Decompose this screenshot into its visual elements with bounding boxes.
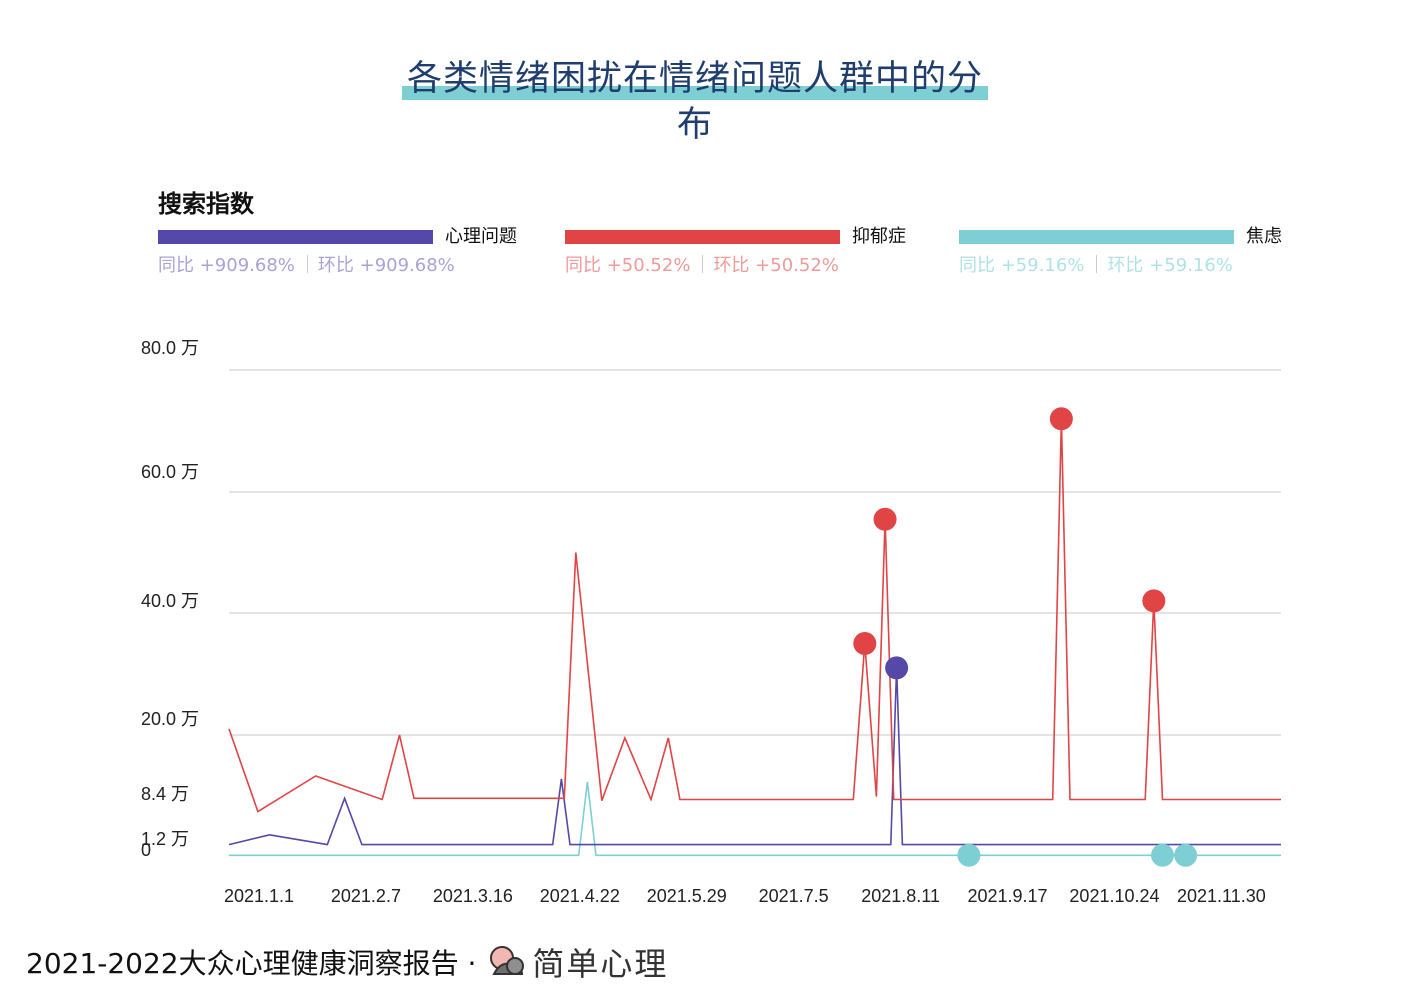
stat-divider (702, 255, 704, 273)
peak-marker (1151, 843, 1175, 867)
x-tick-label: 2021.1.1 (224, 886, 294, 906)
legend-stats: 同比 +59.16% 环比 +59.16% (959, 254, 1233, 278)
chart-title: 各类情绪困扰在情绪问题人群中的分布 (406, 59, 983, 145)
legend-stats: 同比 +50.52% 环比 +50.52% (565, 254, 839, 278)
y-tick-label: 80.0 万 (141, 338, 199, 358)
x-tick-label: 2021.4.22 (540, 886, 620, 906)
peak-marker (853, 632, 877, 655)
peak-marker (1142, 589, 1166, 613)
series-line-2 (229, 781, 1281, 857)
series-line-0 (228, 667, 1281, 846)
section-label: 搜索指数 (158, 190, 254, 218)
peak-marker (1174, 843, 1198, 867)
title-highlight (402, 86, 988, 100)
x-tick-label: 2021.9.17 (967, 886, 1047, 906)
y-tick-label: 20.0 万 (141, 709, 199, 729)
mom-stat: 环比 +59.16% (1107, 255, 1233, 276)
peak-marker (957, 843, 981, 867)
legend-label: 抑郁症 (852, 226, 906, 247)
yoy-stat: 同比 +59.16% (959, 255, 1085, 276)
stat-divider (306, 255, 308, 273)
report-title: 2021-2022大众心理健康洞察报告 · (26, 947, 477, 980)
brand-name: 简单心理 (532, 945, 669, 983)
x-tick-label: 2021.3.16 (433, 886, 513, 906)
legend-label: 心理问题 (445, 226, 517, 247)
y-tick-label: 60.0 万 (141, 462, 199, 482)
footer: 2021-2022大众心理健康洞察报告 · 简单心理 (26, 938, 668, 986)
y-tick-label: 0 (141, 840, 151, 860)
y-tick-label: 40.0 万 (141, 591, 199, 611)
yoy-stat: 同比 +909.68% (158, 255, 295, 276)
legend-item-depression: 抑郁症 同比 +50.52% 环比 +50.52% (565, 226, 925, 280)
legend-item-psych: 心理问题 同比 +909.68% 环比 +909.68% (158, 226, 538, 280)
series-line-1 (228, 418, 1281, 813)
y-tick-label: 8.4 万 (141, 784, 189, 804)
y-tick-label: 1.2 万 (141, 829, 189, 849)
legend-swatch (565, 230, 840, 244)
mom-stat: 环比 +909.68% (317, 255, 455, 276)
mom-stat: 环比 +50.52% (713, 255, 839, 276)
x-tick-label: 2021.5.29 (647, 886, 727, 906)
legend-item-anxiety: 焦虑 同比 +59.16% 环比 +59.16% (959, 226, 1299, 280)
x-tick-label: 2021.10.24 (1069, 886, 1159, 906)
peak-marker (873, 507, 897, 531)
x-tick-label: 2021.8.11 (861, 886, 940, 906)
x-tick-label: 2021.2.7 (331, 886, 401, 906)
legend-label: 焦虑 (1246, 226, 1282, 247)
peak-marker (1049, 407, 1073, 431)
x-tick-label: 2021.11.30 (1177, 886, 1266, 906)
x-tick-label: 2021.7.5 (759, 886, 829, 906)
chart-title-block: 各类情绪困扰在情绪问题人群中的分布 (402, 56, 988, 145)
yoy-stat: 同比 +50.52% (565, 255, 691, 276)
legend-stats: 同比 +909.68% 环比 +909.68% (158, 254, 455, 278)
legend-swatch (158, 230, 433, 244)
legend-swatch (959, 230, 1234, 244)
stat-divider (1096, 255, 1098, 273)
brand-logo-icon (490, 946, 525, 975)
line-chart: 80.0 万 60.0 万 40.0 万 20.0 万 8.4 万 1.2 万0 2021.… (141, 338, 1281, 906)
peak-marker (885, 656, 909, 680)
